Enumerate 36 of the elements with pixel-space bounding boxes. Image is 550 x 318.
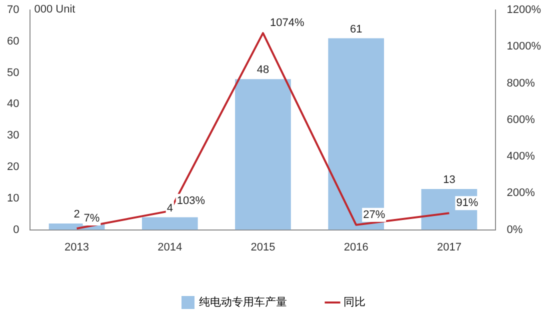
y2-tick-label: 1000%	[506, 40, 542, 53]
data-label: 7%	[84, 212, 100, 225]
x-tick-label: 2016	[344, 241, 368, 254]
y-tick-label: 30	[6, 130, 20, 142]
y-tick-label: 0	[13, 224, 20, 236]
y-tick-label: 70	[6, 4, 20, 16]
bar	[142, 217, 198, 230]
legend-label: 纯电动专用车产量	[199, 296, 287, 309]
data-label: 91%	[456, 197, 478, 210]
data-label: 2	[74, 208, 80, 221]
y-tick-label: 50	[6, 66, 20, 79]
y-tick-label: 40	[6, 98, 20, 110]
y2-tick-label: 800%	[506, 77, 536, 90]
y-axis-title: 000 Unit	[34, 4, 76, 16]
x-tick-label: 2014	[158, 241, 182, 254]
y2-tick-label: 1200%	[506, 4, 542, 16]
data-label: 61	[350, 23, 362, 36]
x-tick-label: 2013	[64, 241, 90, 254]
data-label: 13	[443, 174, 456, 186]
x-tick-label: 2017	[436, 241, 462, 254]
y-tick-label: 20	[6, 161, 20, 174]
data-label: 27%	[363, 208, 386, 221]
y-tick-label: 60	[6, 35, 20, 48]
x-tick-label: 2015	[250, 241, 276, 254]
bar	[328, 38, 384, 230]
bar	[235, 79, 291, 230]
data-label: 4	[166, 202, 173, 214]
y2-tick-label: 0%	[506, 224, 523, 236]
data-label: 103%	[176, 194, 206, 207]
data-label: 1074%	[270, 17, 304, 30]
legend-label: 同比	[344, 296, 366, 309]
data-label: 48	[256, 64, 270, 76]
y2-tick-label: 600%	[506, 114, 536, 126]
y-tick-label: 10	[6, 192, 20, 204]
y2-tick-label: 200%	[506, 187, 536, 200]
y2-tick-label: 400%	[506, 150, 536, 163]
